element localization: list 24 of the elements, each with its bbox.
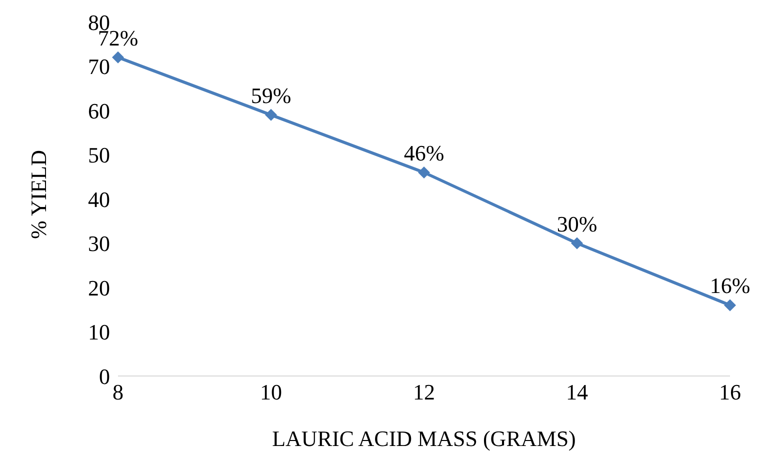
y-tick-label: 60 xyxy=(88,98,110,124)
x-tick-label: 10 xyxy=(260,380,282,405)
y-tick-label: 20 xyxy=(88,275,110,300)
point xyxy=(112,51,124,64)
x-tick-label: 14 xyxy=(566,380,588,405)
y-tick-label: 10 xyxy=(88,320,110,345)
y-axis-title: % YIELD xyxy=(26,150,51,239)
y-tick-label: 40 xyxy=(88,186,110,212)
point xyxy=(724,299,736,312)
data-label: 46% xyxy=(404,140,444,166)
y-tick-label: 50 xyxy=(88,142,110,168)
data-label: 30% xyxy=(556,211,598,236)
y-tick-label: 30 xyxy=(88,231,110,256)
x-axis-title: LAURIC ACID MASS (GRAMS) xyxy=(272,426,576,451)
point xyxy=(571,237,583,250)
data-label: 16% xyxy=(710,273,750,298)
y-tick-label: 0 xyxy=(99,364,110,389)
data-label: 59% xyxy=(250,82,292,108)
x-tick-label: 8 xyxy=(112,380,124,405)
point xyxy=(418,166,430,178)
x-tick-label: 16 xyxy=(719,380,741,405)
y-tick-label: 70 xyxy=(88,54,110,80)
x-tick-label: 12 xyxy=(413,380,435,405)
point xyxy=(265,108,277,121)
